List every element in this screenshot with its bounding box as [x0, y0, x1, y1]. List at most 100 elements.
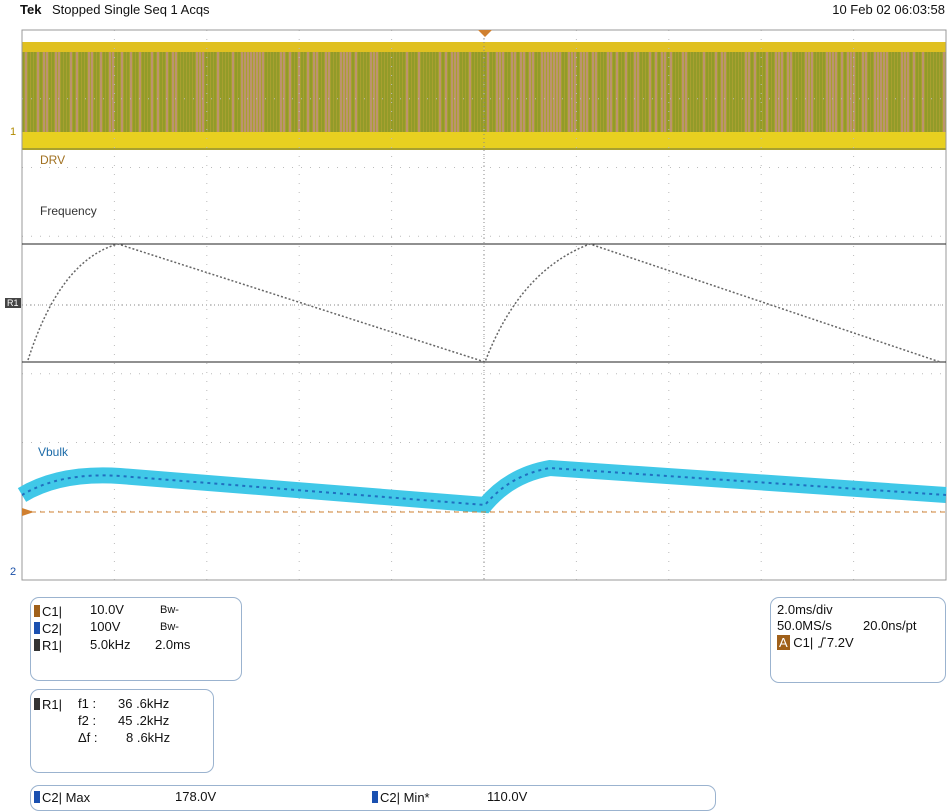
ref-marker: R1: [5, 298, 21, 308]
drv-stripe: [724, 50, 726, 132]
drv-stripe: [412, 50, 414, 132]
drv-stripe: [352, 50, 354, 132]
ch-bw: Bw-: [160, 621, 179, 633]
drv-stripe: [556, 50, 558, 132]
drv-stripe: [106, 50, 108, 132]
drv-stripe: [853, 50, 855, 132]
drv-stripe: [295, 50, 297, 132]
drv-stripe: [805, 50, 807, 132]
drv-stripe: [835, 50, 837, 132]
drv-stripe: [220, 50, 222, 132]
drv-stripe: [361, 50, 363, 132]
drv-stripe: [775, 50, 777, 132]
drv-stripe: [121, 50, 123, 132]
drv-stripe: [52, 50, 54, 132]
ch-time: 2.0ms: [155, 637, 191, 652]
drv-stripe: [706, 50, 708, 132]
channel-box: [30, 597, 242, 681]
drv-stripe: [814, 50, 816, 132]
drv-stripe: [577, 50, 579, 132]
drv-stripe: [823, 50, 825, 132]
drv-stripe: [559, 50, 561, 132]
drv-stripe: [466, 50, 468, 132]
drv-stripe: [550, 50, 552, 132]
drv-stripe: [124, 50, 126, 132]
drv-stripe: [490, 50, 492, 132]
drv-stripe: [499, 50, 501, 132]
cursor-label: f1 :: [78, 696, 97, 711]
drv-stripe: [301, 50, 303, 132]
drv-stripe: [745, 50, 747, 132]
cursor-box: [30, 689, 214, 773]
drv-stripe: [229, 50, 231, 132]
drv-stripe: [454, 50, 456, 132]
drv-stripe: [460, 50, 462, 132]
drv-stripe: [766, 50, 768, 132]
drv-stripe: [178, 50, 180, 132]
drv-stripe: [658, 50, 660, 132]
drv-stripe: [196, 50, 198, 132]
measurement: C2| Max: [34, 790, 90, 805]
datetime: 10 Feb 02 06:03:58: [832, 2, 945, 17]
drv-stripe: [415, 50, 417, 132]
drv-stripe: [232, 50, 234, 132]
drv-stripe: [778, 50, 780, 132]
cursor-value: 8 .6kHz: [126, 730, 171, 745]
drv-stripe: [70, 50, 72, 132]
drv-stripe: [163, 50, 165, 132]
drv-stripe: [424, 50, 426, 132]
drv-stripe: [880, 50, 882, 132]
drv-stripe: [796, 50, 798, 132]
drv-stripe: [655, 50, 657, 132]
drv-stripe: [328, 50, 330, 132]
drv-stripe: [928, 50, 930, 132]
drv-stripe: [865, 50, 867, 132]
drv-stripe: [832, 50, 834, 132]
drv-stripe: [397, 50, 399, 132]
drv-stripe: [733, 50, 735, 132]
drv-stripe: [43, 50, 45, 132]
drv-stripe: [238, 50, 240, 132]
drv-stripe: [97, 50, 99, 132]
cursor-value: 45 .2kHz: [118, 713, 170, 728]
drv-stripe: [631, 50, 633, 132]
drv-stripe: [214, 50, 216, 132]
drv-stripe: [406, 50, 408, 132]
drv-stripe: [448, 50, 450, 132]
drv-stripe: [274, 50, 276, 132]
drv-stripe: [802, 50, 804, 132]
drv-stripe: [223, 50, 225, 132]
drv-stripe: [667, 50, 669, 132]
drv-stripe: [751, 50, 753, 132]
drv-stripe: [136, 50, 138, 132]
drv-stripe: [112, 50, 114, 132]
measurement-name: C2| Min*: [380, 790, 430, 805]
drv-stripe: [496, 50, 498, 132]
drv-stripe: [247, 50, 249, 132]
drv-stripe: [481, 50, 483, 132]
drv-stripe: [343, 50, 345, 132]
drv-stripe: [739, 50, 741, 132]
ch-scale: 10.0V: [90, 602, 124, 617]
drv-stripe: [871, 50, 873, 132]
drv-stripe: [763, 50, 765, 132]
drv-stripe: [697, 50, 699, 132]
drv-stripe: [526, 50, 528, 132]
ch2-row: C2|: [34, 621, 62, 636]
measurement-name: C2| Max: [42, 790, 91, 805]
drv-stripe: [277, 50, 279, 132]
drv-stripe: [469, 50, 471, 132]
drv-stripe: [73, 50, 75, 132]
drv-stripe: [847, 50, 849, 132]
drv-stripe: [307, 50, 309, 132]
drv-stripe: [817, 50, 819, 132]
drv-stripe: [286, 50, 288, 132]
drv-stripe: [61, 50, 63, 132]
drv-stripe: [850, 50, 852, 132]
drv-stripe: [547, 50, 549, 132]
drv-stripe: [88, 50, 90, 132]
drv-stripe: [637, 50, 639, 132]
drv-stripe: [622, 50, 624, 132]
drv-stripe: [613, 50, 615, 132]
drv-stripe: [181, 50, 183, 132]
